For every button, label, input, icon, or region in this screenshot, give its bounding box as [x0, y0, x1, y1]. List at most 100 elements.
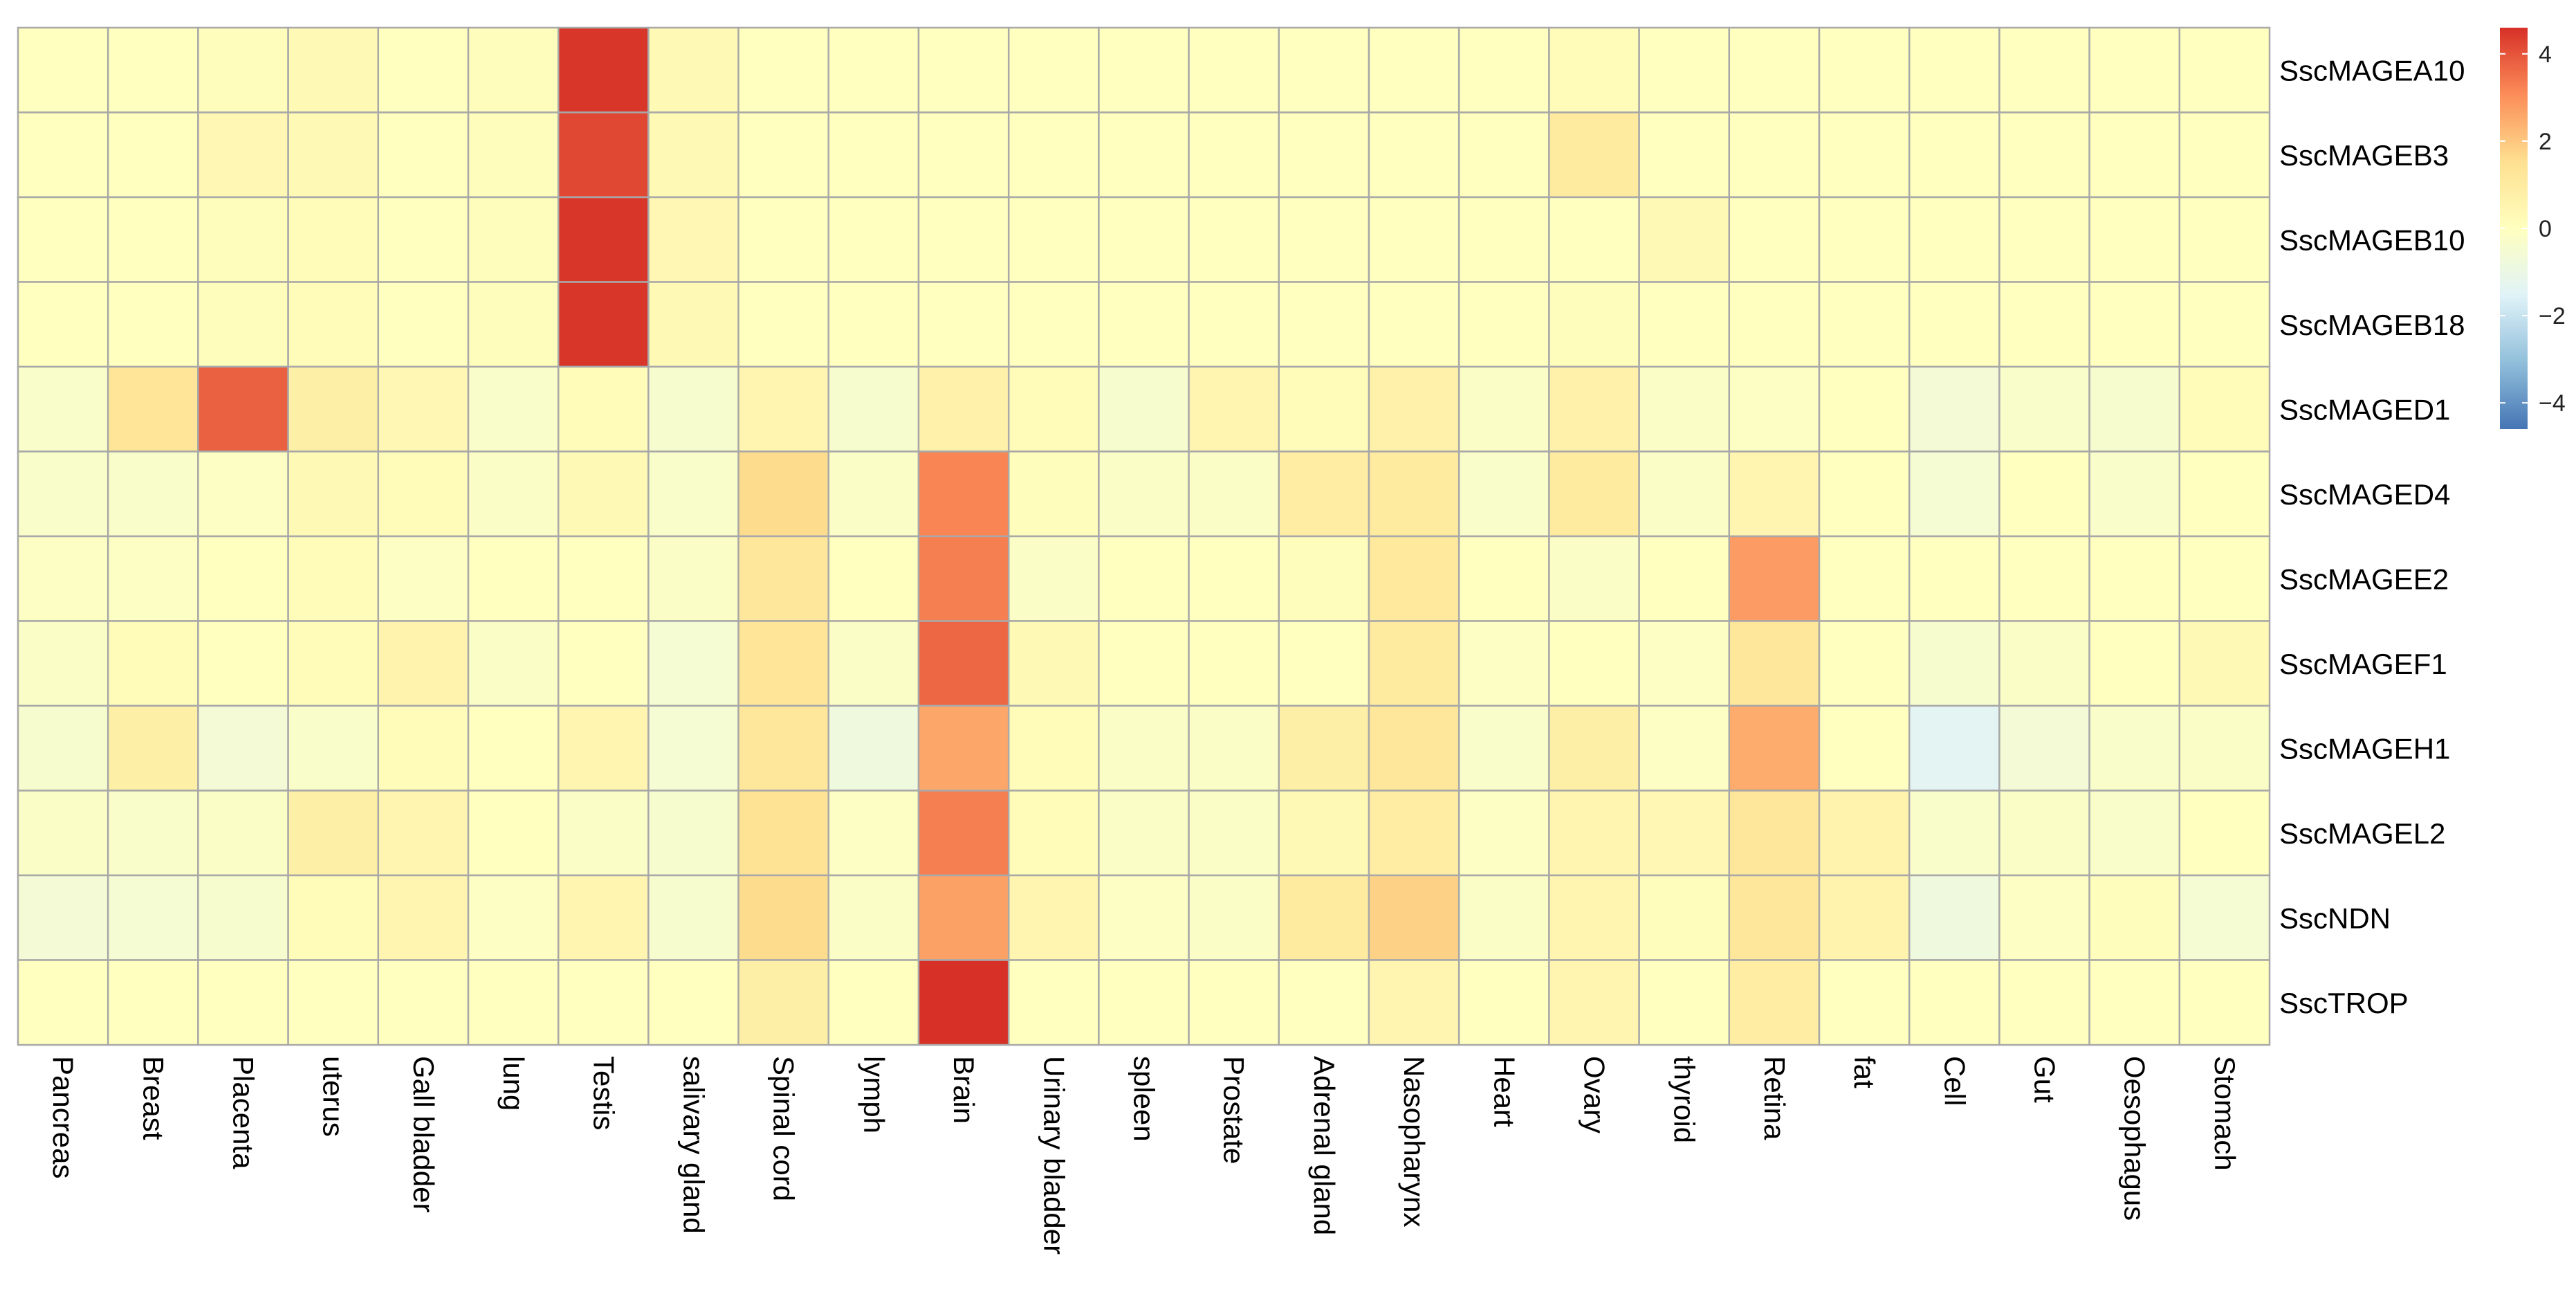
row-label: SscMAGEB18: [2279, 309, 2465, 341]
heatmap-cell: [2178, 959, 2271, 1046]
heatmap-cell: [1638, 790, 1731, 877]
heatmap-cell: [1908, 281, 2000, 368]
heatmap-cell: [1548, 959, 1640, 1046]
heatmap-cell: [827, 874, 920, 961]
heatmap-cell: [1998, 26, 2090, 113]
heatmap-cell: [1098, 450, 1190, 538]
row-label: SscTROP: [2279, 987, 2409, 1019]
heatmap-cell: [557, 450, 650, 538]
heatmap-cell: [1188, 620, 1280, 707]
heatmap-cell: [2178, 281, 2271, 368]
heatmap-cell: [737, 790, 830, 877]
heatmap-cell: [737, 111, 830, 199]
heatmap-cell: [1908, 111, 2000, 199]
heatmap-cell: [1007, 196, 1100, 283]
heatmap-cell: [557, 874, 650, 961]
heatmap-cell: [107, 535, 199, 622]
heatmap-cell: [827, 620, 920, 707]
heatmap-cell: [1457, 535, 1550, 622]
heatmap-cell: [1368, 450, 1460, 538]
heatmap-cell: [2178, 874, 2271, 961]
heatmap-cell: [917, 959, 1010, 1046]
heatmap-cell: [1188, 111, 1280, 199]
heatmap-cell: [197, 535, 289, 622]
heatmap-cell: [1278, 111, 1370, 199]
heatmap-cell: [1818, 704, 1911, 792]
heatmap-cell: [1278, 620, 1370, 707]
heatmap-cell: [1638, 196, 1731, 283]
heatmap-cell: [1368, 281, 1460, 368]
heatmap-cell: [1548, 535, 1640, 622]
column-labels: Pancreas Breast Placenta uterus Gall bladder…: [47, 1056, 2241, 1255]
heatmap-cell: [1638, 620, 1731, 707]
heatmap-cell: [647, 111, 739, 199]
heatmap-cell: [1188, 26, 1280, 113]
column-label: Placenta: [228, 1056, 260, 1169]
heatmap-cell: [1188, 790, 1280, 877]
heatmap-cell: [17, 111, 109, 199]
heatmap-cell: [1998, 535, 2090, 622]
heatmap-cell: [647, 790, 739, 877]
heatmap-cell: [1998, 790, 2090, 877]
heatmap-cell: [647, 26, 739, 113]
heatmap-cell: [1098, 111, 1190, 199]
heatmap-cell: [287, 26, 380, 113]
heatmap-cell: [2088, 535, 2181, 622]
heatmap-cell: [1908, 450, 2000, 538]
heatmap-cell: [1728, 790, 1821, 877]
heatmap-cell: [107, 196, 199, 283]
column-label: Testis: [587, 1056, 620, 1130]
heatmap-cell: [1818, 365, 1911, 453]
heatmap-cell: [1007, 704, 1100, 792]
heatmap-cell: [1188, 535, 1280, 622]
row-label: SscMAGEE2: [2279, 563, 2449, 595]
heatmap-cell: [467, 281, 560, 368]
column-label: thyroid: [1668, 1056, 1701, 1143]
heatmap-cell: [287, 959, 380, 1046]
heatmap-cell: [1638, 26, 1731, 113]
heatmap-cell: [377, 111, 470, 199]
heatmap-cell: [917, 281, 1010, 368]
heatmap-cell: [1457, 874, 1550, 961]
heatmap-cell: [827, 281, 920, 368]
heatmap-cell: [1908, 535, 2000, 622]
heatmap-cell: [197, 450, 289, 538]
heatmap-cell: [2088, 26, 2181, 113]
heatmap-cell: [1818, 111, 1911, 199]
heatmap-cell: [1457, 365, 1550, 453]
heatmap-cell: [1728, 874, 1821, 961]
heatmap-cell: [1007, 790, 1100, 877]
heatmap-cell: [2178, 26, 2271, 113]
heatmap-cell: [1188, 281, 1280, 368]
row-label: SscNDN: [2279, 902, 2391, 934]
heatmap-cell: [917, 790, 1010, 877]
column-label: Gall bladder: [407, 1056, 440, 1212]
column-label: uterus: [318, 1056, 350, 1137]
heatmap-cell: [827, 959, 920, 1046]
column-label: Prostate: [1218, 1056, 1251, 1164]
column-label: spleen: [1128, 1056, 1161, 1142]
heatmap-cell: [107, 874, 199, 961]
heatmap-cell: [1007, 959, 1100, 1046]
column-label: salivary gland: [678, 1056, 710, 1234]
heatmap-cell: [1457, 790, 1550, 877]
heatmap-cell: [1368, 874, 1460, 961]
heatmap-cell: [2088, 281, 2181, 368]
heatmap-cell: [1638, 959, 1731, 1046]
heatmap-cell: [737, 959, 830, 1046]
column-label: Urinary bladder: [1038, 1056, 1070, 1255]
heatmap-cell: [1368, 790, 1460, 877]
row-label: SscMAGEF1: [2279, 648, 2447, 680]
heatmap-cell: [1457, 704, 1550, 792]
heatmap-cell: [827, 111, 920, 199]
heatmap-cell: [467, 196, 560, 283]
heatmap-cell: [737, 620, 830, 707]
heatmap-cell: [1818, 196, 1911, 283]
heatmap-cell: [197, 365, 289, 453]
heatmap-cell: [1638, 535, 1731, 622]
heatmap-cell: [557, 26, 650, 113]
legend-tick-label: 2: [2539, 129, 2552, 155]
heatmap-cell: [1728, 365, 1821, 453]
heatmap-cell: [737, 874, 830, 961]
heatmap-cell: [1368, 535, 1460, 622]
